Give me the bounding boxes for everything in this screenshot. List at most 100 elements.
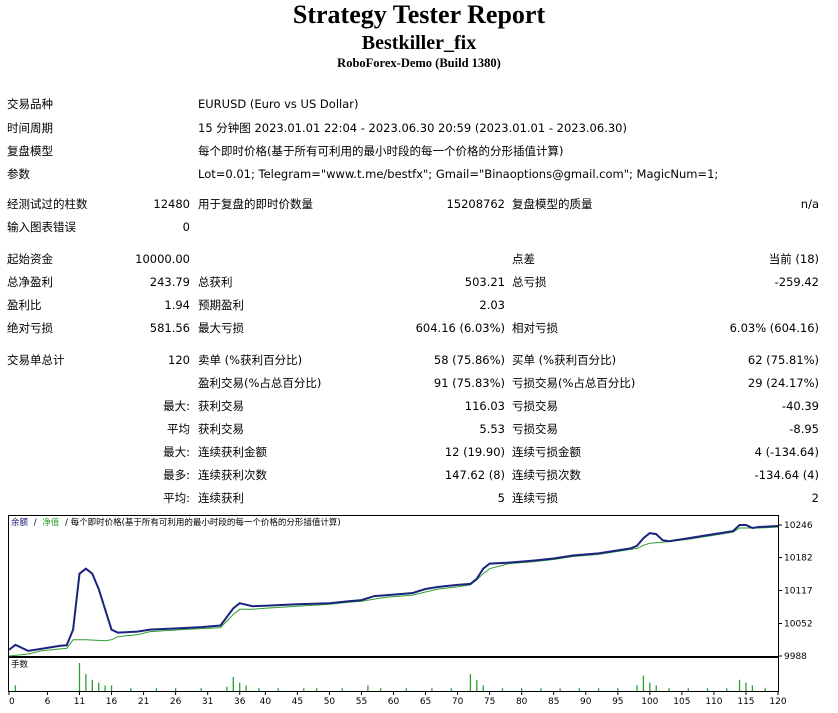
- volume-plot-frame: [8, 657, 779, 692]
- profit-factor-value: 1.94: [164, 298, 190, 312]
- average-profit-label: 获利交易: [198, 422, 244, 436]
- x-tick-label: 110: [705, 697, 722, 707]
- equity-line: [8, 526, 779, 657]
- ticks-label: 用于复盘的即时价数量: [198, 197, 313, 211]
- main-plot-frame: [8, 515, 779, 657]
- average-consecutive-wins-value: 5: [497, 491, 505, 505]
- total-trades-label: 交易单总计: [7, 353, 65, 367]
- x-tick-label: 115: [737, 697, 754, 707]
- largest-loss-value: -40.39: [781, 399, 819, 413]
- x-tick-label: 105: [673, 697, 690, 707]
- x-axis: 0 6 11 16 21 26 31 36 40 45 50 55 60 65 70 75 80 85 90 95 10…: [8, 692, 787, 707]
- y-axis: 10246 10182 10117 10052 9988: [778, 521, 813, 662]
- legend-description: / 每个即时价格(基于所有可利用的最小时段的每一个价格的分形插值计算): [65, 517, 341, 528]
- x-tick-label: 26: [170, 697, 182, 707]
- x-tick-label: 0: [9, 697, 15, 707]
- largest-profit-value: 116.03: [464, 399, 505, 413]
- max-consecutive-losses-value: 4 (-134.64): [754, 445, 819, 459]
- absolute-drawdown-value: 581.56: [149, 321, 190, 335]
- gross-profit-label: 总获利: [198, 275, 233, 289]
- largest-profit-label: 获利交易: [198, 399, 244, 413]
- spread-value: 当前 (18): [768, 252, 819, 266]
- model-label: 复盘模型: [7, 144, 53, 158]
- ea-name: Bestkiller_fix: [361, 32, 477, 54]
- x-tick-label: 95: [612, 697, 623, 707]
- y-tick-label: 10182: [784, 553, 813, 563]
- quality-value: n/a: [800, 197, 819, 211]
- max-consecutive-prefix: 最大:: [163, 445, 190, 459]
- maximal-consecutive-loss-label: 连续亏损次数: [512, 468, 581, 482]
- bars-value: 12480: [153, 197, 190, 211]
- max-consecutive-losses-label: 连续亏损金额: [512, 445, 581, 459]
- balance-chart: 余额 / 净值 / 每个即时价格(基于所有可利用的最小时段的每一个价格的分形插值…: [8, 515, 813, 707]
- symbol-label: 交易品种: [7, 97, 53, 111]
- balance-line: [8, 524, 779, 652]
- errors-label: 输入图表错误: [7, 220, 76, 234]
- short-positions-value: 58 (75.86%): [433, 353, 505, 367]
- x-tick-label: 21: [138, 697, 149, 707]
- x-tick-label: 31: [202, 697, 213, 707]
- largest-prefix: 最大:: [163, 399, 190, 413]
- gross-loss-label: 总亏损: [512, 275, 547, 289]
- average-consecutive-prefix: 平均:: [163, 491, 190, 505]
- volume-bars: [14, 663, 766, 691]
- profit-trades-label: 盈利交易(%占总百分比): [198, 376, 322, 390]
- loss-trades-label: 亏损交易(%占总百分比): [512, 376, 636, 390]
- errors-value: 0: [182, 220, 190, 234]
- legend: 余额 / 净值 / 每个即时价格(基于所有可利用的最小时段的每一个价格的分形插值…: [11, 517, 341, 528]
- x-tick-label: 80: [516, 697, 528, 707]
- period-value: 15 分钟图 2023.01.01 22:04 - 2023.06.30 20:…: [198, 121, 627, 135]
- maximal-drawdown-label: 最大亏损: [198, 321, 244, 335]
- largest-loss-label: 亏损交易: [512, 399, 558, 413]
- x-tick-label: 120: [769, 697, 786, 707]
- server-build: RoboForex-Demo (Build 1380): [337, 56, 501, 70]
- profit-factor-label: 盈利比: [7, 298, 42, 312]
- short-positions-label: 卖单 (%获利百分比): [198, 353, 303, 367]
- x-tick-label: 75: [484, 697, 495, 707]
- bars-label: 经测试过的柱数: [7, 197, 88, 211]
- expected-payoff-value: 2.03: [479, 298, 505, 312]
- maximal-consecutive-loss-value: -134.64 (4): [754, 468, 819, 482]
- quality-label: 复盘模型的质量: [512, 197, 593, 211]
- long-positions-value: 62 (75.81%): [747, 353, 819, 367]
- expected-payoff-label: 预期盈利: [198, 298, 244, 312]
- average-loss-label: 亏损交易: [512, 422, 558, 436]
- gross-loss-value: -259.42: [774, 275, 819, 289]
- ticks-value: 15208762: [446, 197, 505, 211]
- x-tick-label: 50: [324, 697, 336, 707]
- average-consecutive-wins-label: 连续获利: [198, 491, 244, 505]
- maximal-prefix: 最多:: [163, 468, 190, 482]
- x-tick-label: 55: [356, 697, 367, 707]
- y-tick-label: 10117: [784, 587, 813, 597]
- average-prefix: 平均: [167, 422, 190, 436]
- x-tick-label: 6: [45, 697, 51, 707]
- average-profit-value: 5.53: [479, 422, 505, 436]
- spread-label: 点差: [512, 252, 535, 266]
- x-tick-label: 11: [74, 697, 85, 707]
- maximal-drawdown-value: 604.16 (6.03%): [415, 321, 505, 335]
- x-tick-label: 90: [580, 697, 592, 707]
- params-label: 参数: [7, 167, 30, 181]
- x-tick-label: 65: [420, 697, 431, 707]
- x-tick-label: 45: [292, 697, 303, 707]
- average-loss-value: -8.95: [789, 422, 819, 436]
- total-trades-value: 120: [168, 353, 190, 367]
- relative-drawdown-value: 6.03% (604.16): [729, 321, 819, 335]
- deposit-label: 起始资金: [7, 252, 53, 266]
- profit-trades-value: 91 (75.83%): [433, 376, 505, 390]
- period-label: 时间周期: [7, 121, 53, 135]
- legend-equity: 净值: [42, 517, 60, 528]
- y-tick-label: 10246: [784, 521, 813, 531]
- x-tick-label: 60: [388, 697, 400, 707]
- x-tick-label: 70: [452, 697, 464, 707]
- symbol-value: EURUSD (Euro vs US Dollar): [198, 97, 359, 111]
- deposit-value: 10000.00: [135, 252, 190, 266]
- y-tick-label: 10052: [784, 620, 813, 630]
- x-tick-label: 85: [548, 697, 559, 707]
- gross-profit-value: 503.21: [464, 275, 505, 289]
- params-value: Lot=0.01; Telegram="www.t.me/bestfx"; Gm…: [198, 167, 719, 181]
- model-value: 每个即时价格(基于所有可利用的最小时段的每一个价格的分形插值计算): [198, 144, 564, 158]
- relative-drawdown-label: 相对亏损: [512, 321, 558, 335]
- net-profit-label: 总净盈利: [7, 275, 53, 289]
- loss-trades-value: 29 (24.17%): [747, 376, 819, 390]
